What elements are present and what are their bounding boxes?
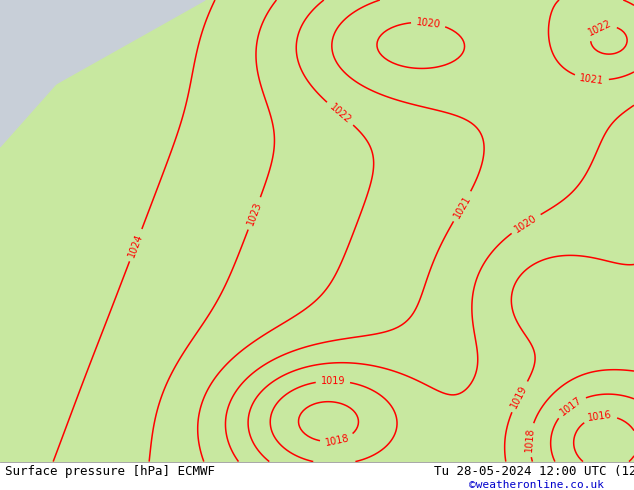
Text: 1018: 1018 [524,427,536,453]
Polygon shape [18,0,205,105]
Polygon shape [0,0,131,147]
Text: 1019: 1019 [509,384,529,410]
Text: 1020: 1020 [415,17,441,29]
Text: 1017: 1017 [558,394,583,417]
Text: 1022: 1022 [327,102,353,125]
Text: 1022: 1022 [586,18,613,38]
Text: 1019: 1019 [321,376,345,386]
Text: 1016: 1016 [587,410,613,423]
Text: 1020: 1020 [513,213,539,234]
Text: ©weatheronline.co.uk: ©weatheronline.co.uk [469,480,604,490]
Text: 1018: 1018 [324,433,350,448]
Text: 1023: 1023 [245,200,263,227]
Text: Tu 28-05-2024 12:00 UTC (12+96): Tu 28-05-2024 12:00 UTC (12+96) [434,465,634,478]
Text: Surface pressure [hPa] ECMWF: Surface pressure [hPa] ECMWF [5,465,215,478]
Text: 1021: 1021 [579,73,604,86]
Text: 1024: 1024 [127,232,145,258]
Text: 1021: 1021 [452,193,473,220]
